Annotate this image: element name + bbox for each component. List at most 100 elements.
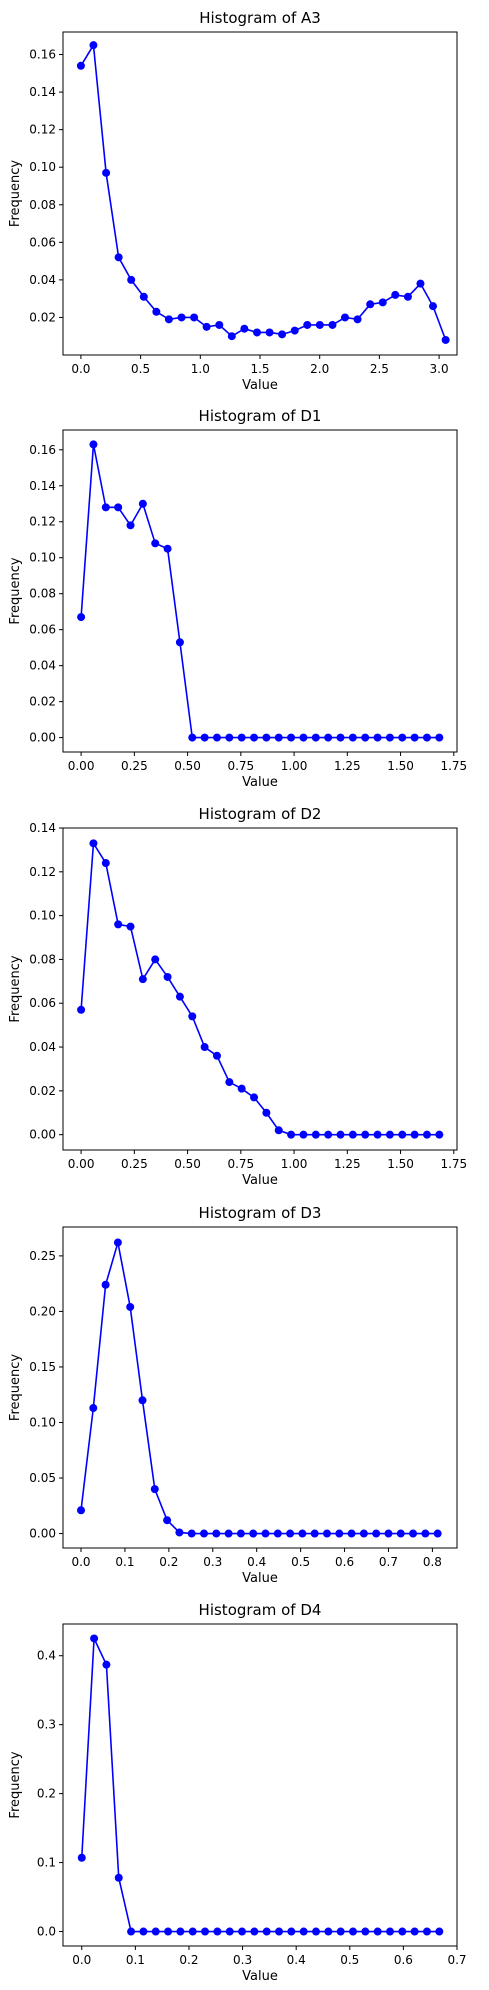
data-point — [422, 733, 431, 742]
data-point — [215, 320, 224, 329]
data-point — [101, 1280, 110, 1289]
series-line — [80, 42, 447, 341]
data-point — [138, 499, 147, 508]
data-point — [213, 1927, 222, 1936]
x-tick-label: 0.2 — [159, 1555, 178, 1569]
data-point — [324, 733, 333, 742]
chart-title: Histogram of D2 — [199, 805, 322, 823]
data-point — [237, 733, 246, 742]
data-point — [114, 253, 123, 262]
y-tick-label: 0.02 — [29, 695, 56, 709]
data-point — [151, 539, 160, 548]
data-point — [114, 503, 123, 512]
x-tick-label: 2.5 — [370, 362, 389, 376]
data-point — [212, 733, 221, 742]
x-tick-label: 0.0 — [72, 1953, 91, 1967]
data-point — [237, 1084, 246, 1093]
data-point — [372, 1529, 381, 1538]
data-point — [324, 1927, 333, 1936]
y-axis-label: Frequency — [8, 160, 23, 227]
data-point — [113, 1238, 122, 1247]
x-tick-label: 1.50 — [387, 1157, 414, 1171]
y-axis-label: Frequency — [8, 1354, 23, 1421]
y-tick-label: 0.00 — [29, 731, 56, 745]
data-point — [287, 1130, 296, 1139]
data-point — [114, 920, 123, 929]
y-tick-label: 0.12 — [29, 123, 56, 137]
data-point — [249, 1529, 258, 1538]
data-point — [176, 1927, 185, 1936]
data-point — [126, 521, 135, 530]
x-tick-label: 0.75 — [227, 759, 254, 773]
x-axis-label: Value — [242, 1571, 278, 1586]
data-point — [139, 292, 148, 301]
data-point — [410, 733, 419, 742]
data-point — [163, 544, 172, 553]
data-point — [347, 1529, 356, 1538]
chart-0: Histogram of A3 0.0 0.5 1.0 1.5 2.0 2.5 3.0 0.02… — [8, 9, 458, 393]
x-tick-label: 0.50 — [174, 759, 201, 773]
data-point — [224, 1529, 233, 1538]
data-point — [250, 1093, 259, 1102]
x-tick-label: 1.25 — [334, 1157, 361, 1171]
data-point — [373, 1927, 382, 1936]
data-point — [366, 300, 375, 309]
chart-1: Histogram of D1 0.00 0.25 0.50 0.75 1.00 1.25 1… — [8, 407, 467, 790]
y-tick-label: 0.15 — [29, 1360, 56, 1374]
data-point — [416, 279, 425, 288]
data-point — [240, 324, 249, 333]
y-tick-label: 0.00 — [29, 1128, 56, 1142]
data-point — [114, 1873, 123, 1882]
data-point — [188, 1927, 197, 1936]
series-line — [80, 1638, 440, 1933]
data-point — [163, 1516, 172, 1525]
data-point — [102, 168, 111, 177]
x-tick-label: 0.50 — [174, 1157, 201, 1171]
data-point — [200, 733, 209, 742]
x-tick-label: 0.00 — [68, 759, 95, 773]
x-tick-label: 0.2 — [179, 1953, 198, 1967]
x-tick-label: 1.5 — [250, 362, 269, 376]
y-tick-label: 0.16 — [29, 443, 56, 457]
y-tick-label: 0.08 — [29, 587, 56, 601]
data-point — [138, 1396, 147, 1405]
data-point — [348, 1130, 357, 1139]
data-point — [151, 1927, 160, 1936]
y-tick-label: 0.06 — [29, 996, 56, 1010]
x-tick-label: 0.6 — [335, 1555, 354, 1569]
data-point — [410, 1130, 419, 1139]
chart-2: Histogram of D2 0.00 0.25 0.50 0.75 1.00 1.25 1… — [8, 805, 467, 1188]
y-tick-label: 0.4 — [37, 1649, 56, 1663]
y-tick-label: 0.10 — [29, 909, 56, 923]
data-point — [409, 1529, 418, 1538]
data-point — [262, 733, 271, 742]
data-point — [190, 313, 199, 322]
data-point — [311, 1130, 320, 1139]
data-point — [373, 733, 382, 742]
data-point — [188, 1012, 197, 1021]
data-point — [361, 1927, 370, 1936]
data-point — [315, 320, 324, 329]
data-point — [435, 1927, 444, 1936]
y-axis-label: Frequency — [8, 1751, 23, 1818]
x-tick-label: 0.6 — [394, 1953, 413, 1967]
x-axis-label: Value — [242, 1969, 278, 1984]
data-point — [127, 1927, 136, 1936]
chart-3: Histogram of D3 0.0 0.1 0.2 0.3 0.4 0.5 0.6 0.7 0… — [8, 1204, 458, 1586]
data-point — [396, 1529, 405, 1538]
data-point — [429, 302, 438, 311]
data-point — [225, 733, 234, 742]
series-line — [80, 444, 440, 739]
y-tick-label: 0.02 — [29, 1084, 56, 1098]
x-tick-label: 1.00 — [281, 759, 308, 773]
data-point — [126, 922, 135, 931]
data-point — [200, 1043, 209, 1052]
data-point — [348, 733, 357, 742]
data-point — [422, 1927, 431, 1936]
y-tick-label: 0.16 — [29, 48, 56, 62]
data-point — [152, 307, 161, 316]
data-point — [373, 1130, 382, 1139]
data-point — [398, 733, 407, 742]
series-line — [80, 840, 440, 1136]
data-point — [353, 315, 362, 324]
